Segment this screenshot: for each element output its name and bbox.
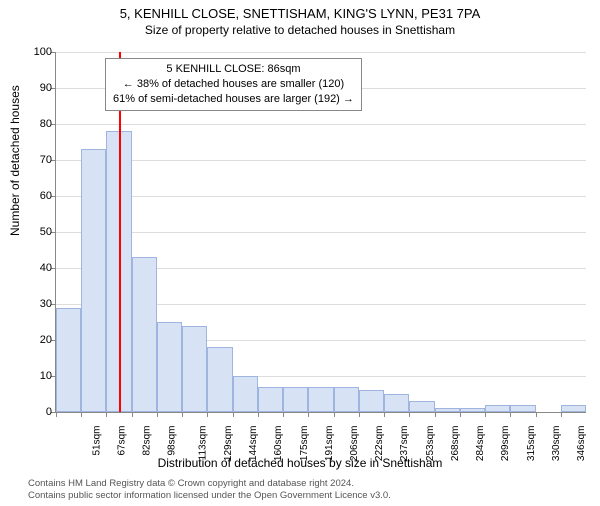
histogram-bar <box>334 387 359 412</box>
info-line-2: ← 38% of detached houses are smaller (12… <box>113 77 354 92</box>
histogram-bar <box>283 387 308 412</box>
attribution-line-1: Contains HM Land Registry data © Crown c… <box>28 478 391 490</box>
ytick-label: 90 <box>22 82 52 94</box>
chart-container: 5, KENHILL CLOSE, SNETTISHAM, KING'S LYN… <box>0 6 600 506</box>
ytick-label: 40 <box>22 262 52 274</box>
ytick-label: 30 <box>22 298 52 310</box>
xtick-mark <box>485 412 486 417</box>
x-axis-label: Distribution of detached houses by size … <box>0 456 600 470</box>
gridline <box>56 160 586 161</box>
ytick-label: 0 <box>22 406 52 418</box>
xtick-mark <box>258 412 259 417</box>
histogram-bar <box>435 408 460 412</box>
histogram-bar <box>409 401 434 412</box>
xtick-mark <box>359 412 360 417</box>
chart-subtitle: Size of property relative to detached ho… <box>0 23 600 37</box>
xtick-mark <box>56 412 57 417</box>
histogram-bar <box>207 347 232 412</box>
xtick-mark <box>510 412 511 417</box>
gridline <box>56 52 586 53</box>
xtick-label: 51sqm <box>91 426 102 456</box>
xtick-mark <box>182 412 183 417</box>
info-line-3: 61% of semi-detached houses are larger (… <box>113 92 354 107</box>
ytick-label: 60 <box>22 190 52 202</box>
xtick-label: 82sqm <box>142 426 153 456</box>
gridline <box>56 196 586 197</box>
xtick-mark <box>435 412 436 417</box>
ytick-label: 20 <box>22 334 52 346</box>
xtick-mark <box>81 412 82 417</box>
histogram-bar <box>510 405 535 412</box>
info-box: 5 KENHILL CLOSE: 86sqm ← 38% of detached… <box>105 58 362 111</box>
attribution-line-2: Contains public sector information licen… <box>28 490 391 502</box>
plot-wrap: 010203040506070809010051sqm67sqm82sqm98s… <box>55 52 585 412</box>
histogram-bar <box>485 405 510 412</box>
histogram-bar <box>233 376 258 412</box>
histogram-bar <box>460 408 485 412</box>
ytick-label: 10 <box>22 370 52 382</box>
ytick-label: 80 <box>22 118 52 130</box>
xtick-mark <box>132 412 133 417</box>
histogram-bar <box>56 308 81 412</box>
xtick-mark <box>334 412 335 417</box>
xtick-mark <box>308 412 309 417</box>
xtick-mark <box>384 412 385 417</box>
chart-title: 5, KENHILL CLOSE, SNETTISHAM, KING'S LYN… <box>0 6 600 21</box>
histogram-bar <box>561 405 586 412</box>
xtick-mark <box>536 412 537 417</box>
xtick-label: 67sqm <box>116 426 127 456</box>
ytick-label: 50 <box>22 226 52 238</box>
xtick-mark <box>460 412 461 417</box>
histogram-bar <box>359 390 384 412</box>
xtick-mark <box>283 412 284 417</box>
histogram-bar <box>157 322 182 412</box>
histogram-bar <box>182 326 207 412</box>
histogram-bar <box>132 257 157 412</box>
histogram-bar <box>258 387 283 412</box>
xtick-mark <box>106 412 107 417</box>
xtick-mark <box>157 412 158 417</box>
xtick-mark <box>233 412 234 417</box>
ytick-label: 100 <box>22 46 52 58</box>
info-line-1: 5 KENHILL CLOSE: 86sqm <box>113 62 354 77</box>
y-axis-label: Number of detached houses <box>8 85 22 236</box>
histogram-bar <box>81 149 106 412</box>
xtick-mark <box>561 412 562 417</box>
xtick-mark <box>409 412 410 417</box>
xtick-mark <box>207 412 208 417</box>
attribution: Contains HM Land Registry data © Crown c… <box>28 478 391 502</box>
histogram-bar <box>384 394 409 412</box>
xtick-label: 98sqm <box>167 426 178 456</box>
histogram-bar <box>308 387 333 412</box>
gridline <box>56 124 586 125</box>
gridline <box>56 232 586 233</box>
ytick-label: 70 <box>22 154 52 166</box>
